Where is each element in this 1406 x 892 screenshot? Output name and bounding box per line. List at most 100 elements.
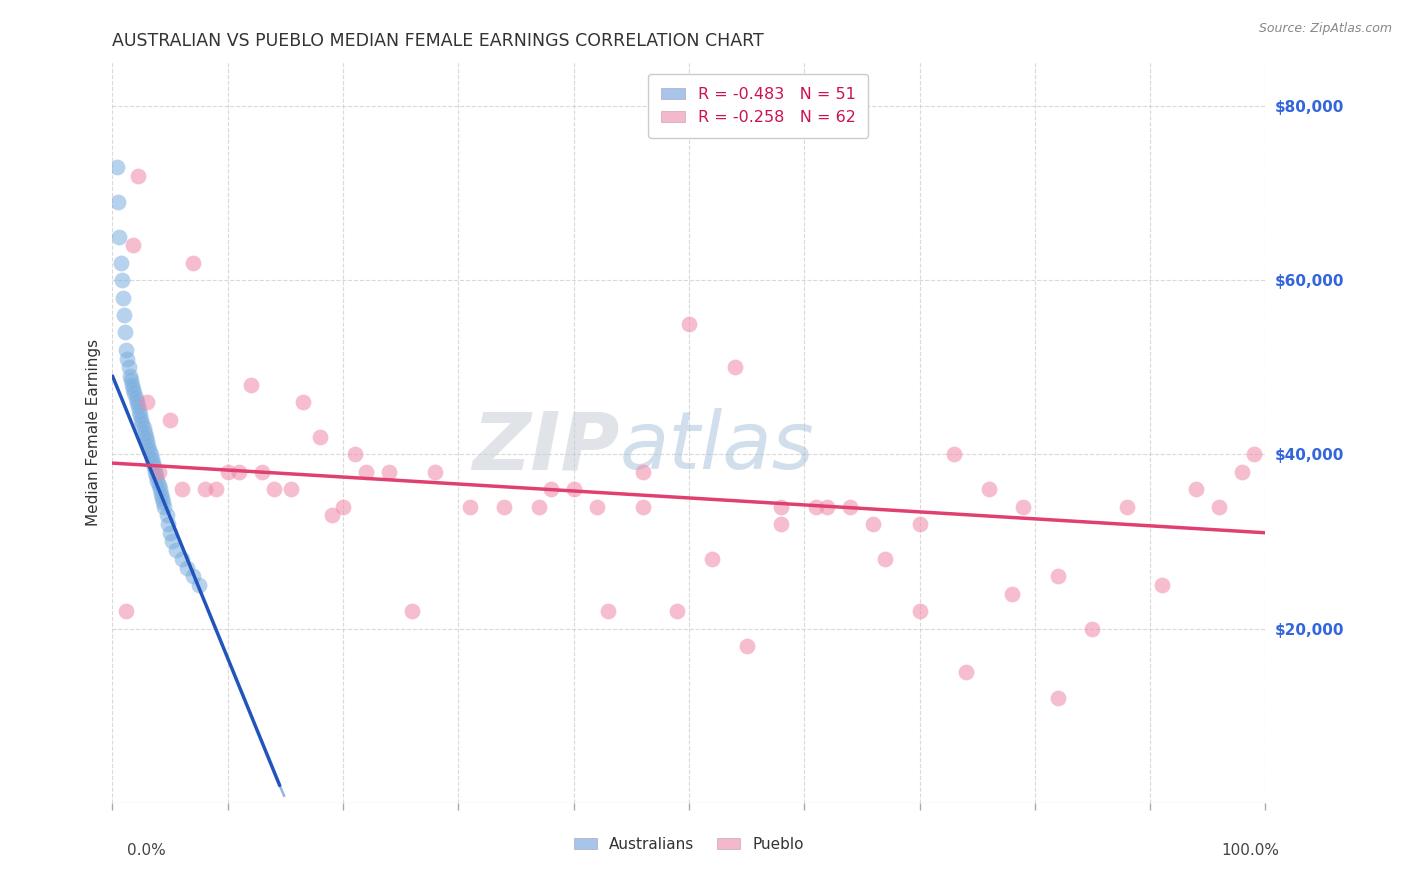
Point bbox=[955, 665, 977, 680]
Point bbox=[124, 391, 146, 405]
Point bbox=[1185, 482, 1208, 496]
Point bbox=[631, 465, 654, 479]
Point bbox=[148, 478, 170, 492]
Point bbox=[943, 447, 966, 461]
Point bbox=[598, 604, 620, 618]
Point bbox=[135, 430, 157, 444]
Point bbox=[494, 500, 516, 514]
Point bbox=[562, 482, 585, 496]
Point bbox=[121, 377, 143, 392]
Point bbox=[700, 552, 723, 566]
Point bbox=[839, 500, 862, 514]
Point bbox=[148, 465, 170, 479]
Point bbox=[804, 500, 827, 514]
Point bbox=[128, 404, 150, 418]
Point bbox=[1116, 500, 1139, 514]
Point bbox=[239, 377, 262, 392]
Point bbox=[149, 482, 172, 496]
Point bbox=[770, 500, 793, 514]
Point bbox=[115, 604, 138, 618]
Point bbox=[977, 482, 1000, 496]
Point bbox=[1012, 500, 1035, 514]
Point bbox=[176, 560, 198, 574]
Point bbox=[873, 552, 896, 566]
Point bbox=[1001, 587, 1024, 601]
Point bbox=[1081, 622, 1104, 636]
Point bbox=[309, 430, 332, 444]
Point bbox=[321, 508, 343, 523]
Point bbox=[205, 482, 228, 496]
Legend: Australians, Pueblo: Australians, Pueblo bbox=[568, 830, 810, 858]
Point bbox=[1208, 500, 1230, 514]
Point bbox=[585, 500, 607, 514]
Point bbox=[862, 517, 884, 532]
Point bbox=[120, 373, 142, 387]
Point bbox=[131, 417, 153, 431]
Point bbox=[908, 604, 931, 618]
Point bbox=[115, 343, 138, 357]
Point bbox=[631, 500, 654, 514]
Point bbox=[142, 456, 165, 470]
Point bbox=[139, 447, 162, 461]
Point bbox=[170, 552, 193, 566]
Point bbox=[143, 460, 166, 475]
Point bbox=[138, 443, 160, 458]
Point bbox=[280, 482, 302, 496]
Point bbox=[146, 474, 169, 488]
Point bbox=[908, 517, 931, 532]
Point bbox=[159, 525, 181, 540]
Point bbox=[111, 291, 134, 305]
Point bbox=[117, 360, 139, 375]
Text: 0.0%: 0.0% bbox=[127, 843, 166, 858]
Point bbox=[122, 238, 145, 252]
Point bbox=[156, 517, 179, 532]
Point bbox=[141, 451, 163, 466]
Point bbox=[401, 604, 423, 618]
Point bbox=[136, 439, 159, 453]
Point bbox=[112, 308, 135, 322]
Y-axis label: Median Female Earnings: Median Female Earnings bbox=[86, 339, 101, 526]
Point bbox=[194, 482, 217, 496]
Point bbox=[124, 386, 146, 401]
Point bbox=[770, 517, 793, 532]
Point bbox=[1150, 578, 1173, 592]
Point bbox=[143, 465, 166, 479]
Point bbox=[156, 508, 179, 523]
Point bbox=[217, 465, 239, 479]
Point bbox=[458, 500, 481, 514]
Point bbox=[343, 447, 366, 461]
Point bbox=[1046, 569, 1069, 583]
Point bbox=[127, 400, 149, 414]
Point bbox=[145, 469, 167, 483]
Point bbox=[378, 465, 401, 479]
Point bbox=[150, 491, 173, 505]
Point bbox=[132, 421, 155, 435]
Point bbox=[134, 425, 156, 440]
Point bbox=[181, 256, 204, 270]
Point bbox=[118, 369, 141, 384]
Point bbox=[170, 482, 193, 496]
Point bbox=[678, 317, 700, 331]
Point bbox=[136, 395, 159, 409]
Point bbox=[1046, 691, 1069, 706]
Point bbox=[114, 326, 136, 340]
Point bbox=[159, 412, 181, 426]
Point bbox=[1243, 447, 1265, 461]
Text: atlas: atlas bbox=[620, 409, 814, 486]
Point bbox=[1232, 465, 1254, 479]
Point bbox=[129, 408, 152, 422]
Point bbox=[332, 500, 354, 514]
Point bbox=[425, 465, 447, 479]
Point bbox=[108, 229, 131, 244]
Point bbox=[162, 534, 184, 549]
Point bbox=[527, 500, 550, 514]
Point bbox=[153, 500, 176, 514]
Point bbox=[188, 578, 211, 592]
Point bbox=[111, 273, 134, 287]
Point bbox=[666, 604, 689, 618]
Point bbox=[735, 639, 758, 653]
Point bbox=[129, 412, 153, 426]
Point bbox=[291, 395, 314, 409]
Point bbox=[165, 543, 187, 558]
Point bbox=[815, 500, 838, 514]
